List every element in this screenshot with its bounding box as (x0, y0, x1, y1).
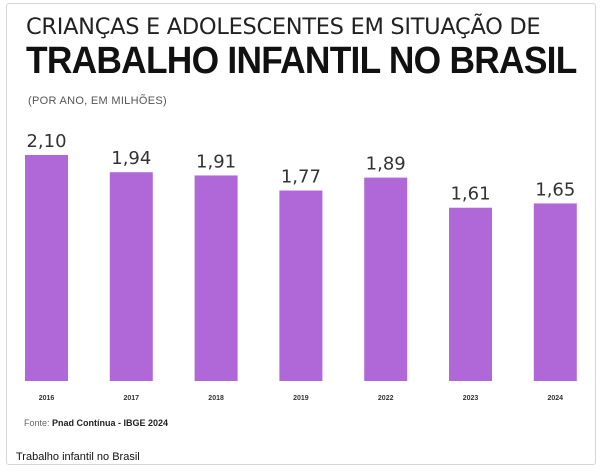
x-tick-label-2017: 2017 (124, 395, 140, 402)
chart-title-line1: CRIANÇAS E ADOLESCENTES EM SITUAÇÃO DE (26, 14, 541, 40)
value-label-2016: 2,10 (26, 131, 66, 152)
x-tick-label-2023: 2023 (463, 395, 479, 402)
bar-2022 (364, 177, 408, 381)
value-label-2022: 1,89 (366, 154, 406, 175)
x-tick-label-2016: 2016 (39, 395, 55, 402)
value-label-2017: 1,94 (111, 148, 151, 169)
x-tick-label-2022: 2022 (378, 395, 394, 402)
bar-2017 (109, 172, 153, 381)
source-prefix: Fonte: (24, 418, 53, 428)
chart-subtitle: (POR ANO, EM MILHÕES) (28, 95, 167, 107)
x-tick-label-2024: 2024 (548, 395, 564, 402)
x-tick-label-2019: 2019 (293, 395, 309, 402)
bar-2018 (194, 175, 238, 381)
bar-2023 (449, 207, 492, 381)
source-name: Pnad Contínua - IBGE 2024 (52, 418, 169, 428)
value-label-2024: 1,65 (535, 179, 575, 200)
value-label-2019: 1,77 (281, 167, 321, 188)
x-tick-label-2018: 2018 (208, 395, 224, 402)
image-caption: Trabalho infantil no Brasil (16, 451, 140, 463)
bar-2019 (279, 190, 323, 381)
value-label-2023: 1,61 (450, 184, 490, 205)
value-label-2018: 1,91 (196, 151, 236, 172)
bar-2016 (25, 155, 68, 381)
chart-title-line2: TRABALHO INFANTIL NO BRASIL (26, 40, 577, 82)
bar-2024 (533, 203, 577, 381)
source-note: Fonte: Pnad Contínua - IBGE 2024 (24, 418, 168, 428)
